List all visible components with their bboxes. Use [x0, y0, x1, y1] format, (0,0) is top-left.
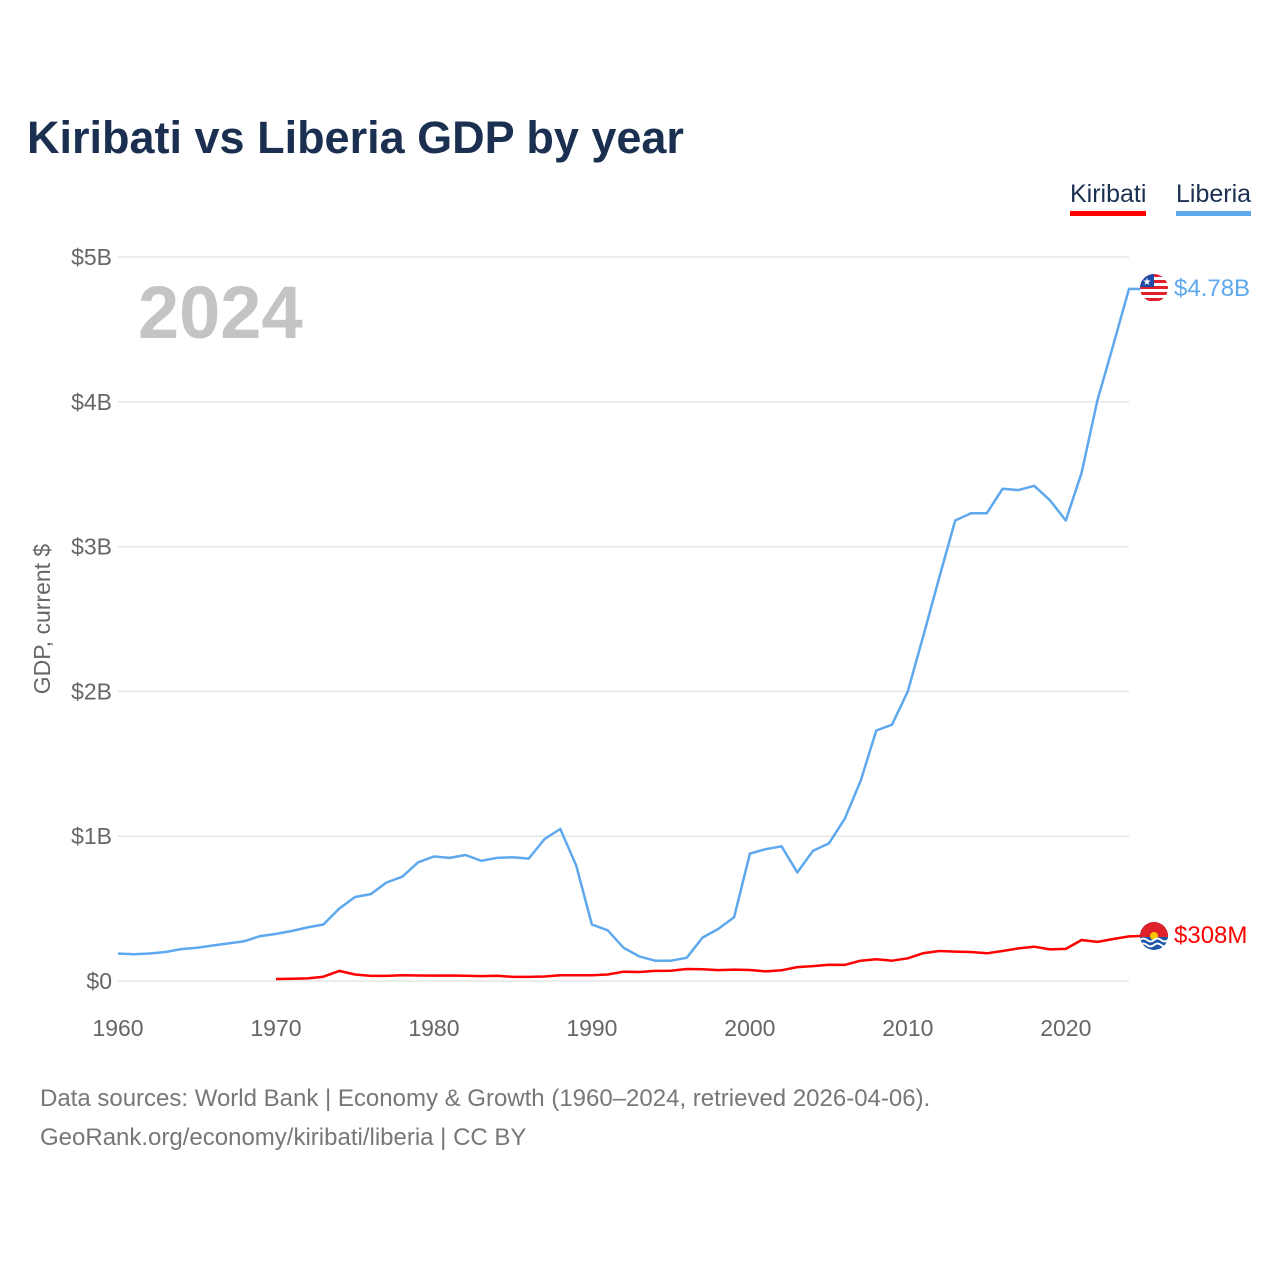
legend-swatch — [1070, 211, 1147, 216]
kiribati-end-value: $308M — [1174, 922, 1247, 949]
source-note: Data sources: World Bank | Economy & Gro… — [40, 1085, 931, 1112]
y-tick-label: $3B — [71, 534, 112, 560]
kiribati-flag-icon — [1140, 922, 1168, 950]
legend-item-liberia[interactable]: Liberia — [1176, 180, 1252, 216]
y-tick-label: $2B — [71, 678, 112, 704]
y-tick-label: $4B — [71, 389, 112, 415]
legend-label: Kiribati — [1070, 180, 1147, 208]
y-tick-label: $1B — [71, 823, 112, 849]
x-tick-label: 2000 — [724, 1015, 775, 1041]
legend-swatch — [1176, 211, 1252, 216]
x-tick-label: 1970 — [250, 1015, 301, 1041]
series-line-liberia — [117, 287, 1142, 962]
y-axis-label: GDP, current $ — [29, 544, 55, 695]
liberia-end-value: $4.78B — [1174, 275, 1250, 302]
x-tick-label: 1980 — [408, 1015, 459, 1041]
y-tick-label: $5B — [71, 244, 112, 270]
x-tick-label: 2010 — [882, 1015, 933, 1041]
svg-text:★: ★ — [1143, 277, 1152, 288]
legend-label: Liberia — [1176, 180, 1252, 208]
x-tick-label: 1960 — [92, 1015, 143, 1041]
year-watermark: 2024 — [138, 271, 303, 354]
y-tick-label: $0 — [86, 968, 112, 994]
x-tick-label: 1990 — [566, 1015, 617, 1041]
series-line-kiribati — [275, 934, 1142, 981]
chart-title: Kiribati vs Liberia GDP by year — [27, 112, 684, 163]
x-tick-label: 2020 — [1040, 1015, 1091, 1041]
source-link[interactable]: GeoRank.org/economy/kiribati/liberia | C… — [40, 1124, 527, 1151]
liberia-flag-icon: ★ — [1140, 274, 1168, 302]
legend-item-kiribati[interactable]: Kiribati — [1070, 180, 1147, 216]
